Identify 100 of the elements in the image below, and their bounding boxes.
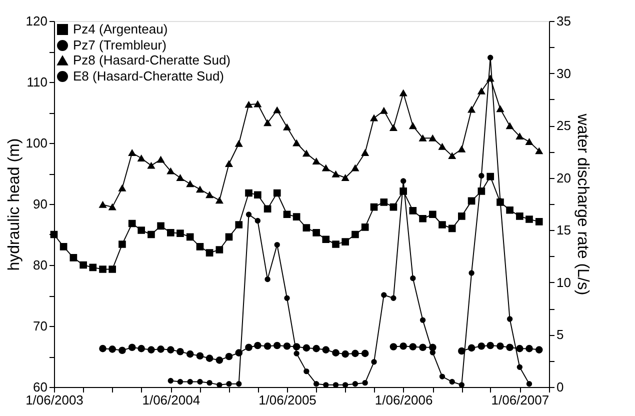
point	[186, 350, 194, 358]
point	[235, 140, 243, 147]
point	[245, 189, 252, 197]
point	[458, 212, 466, 220]
legend-label: Pz4 (Argenteau)	[73, 22, 168, 36]
point	[197, 378, 203, 385]
point	[438, 221, 446, 228]
point	[70, 254, 78, 262]
point	[342, 350, 349, 358]
point	[352, 230, 359, 238]
point	[118, 184, 126, 192]
y2-tick-label: 30	[556, 66, 571, 81]
point	[246, 212, 252, 218]
point	[468, 270, 474, 276]
point	[273, 342, 281, 350]
point	[138, 155, 145, 162]
point	[108, 204, 116, 210]
point	[166, 168, 174, 174]
point	[506, 316, 513, 322]
point	[486, 342, 494, 350]
point	[186, 180, 194, 188]
y2-tick-label: 15	[556, 222, 571, 238]
point	[506, 122, 514, 130]
y-tick-label: 120	[26, 14, 48, 28]
point	[506, 206, 514, 214]
point	[292, 140, 300, 146]
point	[302, 224, 310, 232]
legend-label: Pz8 (Hasard-Cheratte Sud)	[73, 52, 231, 68]
point	[216, 356, 224, 364]
point	[99, 201, 106, 208]
point	[302, 150, 310, 157]
point	[157, 222, 164, 230]
point	[535, 218, 543, 226]
point	[458, 146, 466, 152]
y2-tick-label: 20	[556, 170, 571, 186]
point	[254, 342, 262, 350]
x-tick-label: 1/06/2007	[491, 392, 550, 408]
point	[148, 346, 155, 354]
point	[361, 350, 369, 358]
point	[264, 205, 272, 213]
point	[361, 150, 369, 156]
point	[118, 240, 126, 248]
point	[304, 368, 310, 374]
point	[352, 381, 358, 387]
point	[216, 246, 224, 254]
point	[99, 344, 106, 352]
x-tick-label: 1/06/2003	[26, 392, 84, 408]
point	[370, 203, 378, 211]
point	[166, 346, 174, 354]
point	[264, 276, 270, 282]
y2-tick-label: 10	[556, 274, 571, 290]
point	[409, 343, 417, 350]
point	[302, 344, 310, 352]
point	[342, 238, 349, 246]
point	[478, 88, 486, 94]
point	[496, 106, 504, 112]
point	[177, 378, 184, 385]
point	[245, 101, 252, 108]
point	[108, 266, 116, 273]
point	[157, 156, 164, 163]
point	[526, 344, 533, 352]
point	[429, 210, 436, 218]
point	[273, 106, 281, 114]
y-axis-title: hydraulic head (m)	[6, 138, 23, 271]
point	[419, 214, 426, 222]
point	[390, 124, 398, 131]
point	[166, 229, 174, 236]
point	[526, 138, 533, 146]
point	[312, 344, 320, 352]
point	[430, 350, 436, 356]
y2-tick-label: 35	[556, 14, 571, 28]
point	[176, 174, 184, 182]
point	[322, 164, 330, 172]
point	[419, 134, 426, 142]
point	[322, 236, 330, 244]
point	[448, 224, 456, 232]
point	[294, 350, 300, 356]
point	[390, 295, 396, 301]
point	[273, 189, 281, 197]
point	[99, 266, 106, 273]
point	[254, 191, 262, 199]
point	[420, 317, 426, 323]
point	[148, 230, 155, 238]
legend-label: Pz7 (Trembleur)	[73, 38, 166, 52]
point	[138, 226, 145, 234]
point	[168, 378, 174, 384]
point	[488, 54, 494, 60]
point	[429, 134, 436, 142]
point	[118, 346, 126, 354]
point	[225, 352, 233, 360]
point	[400, 342, 407, 350]
point	[410, 275, 416, 282]
y-tick-label: 80	[33, 258, 48, 272]
point	[196, 352, 204, 360]
point	[352, 350, 359, 358]
point	[526, 216, 533, 223]
point	[380, 107, 388, 114]
point	[157, 346, 164, 353]
point	[292, 213, 300, 220]
point	[225, 233, 233, 241]
